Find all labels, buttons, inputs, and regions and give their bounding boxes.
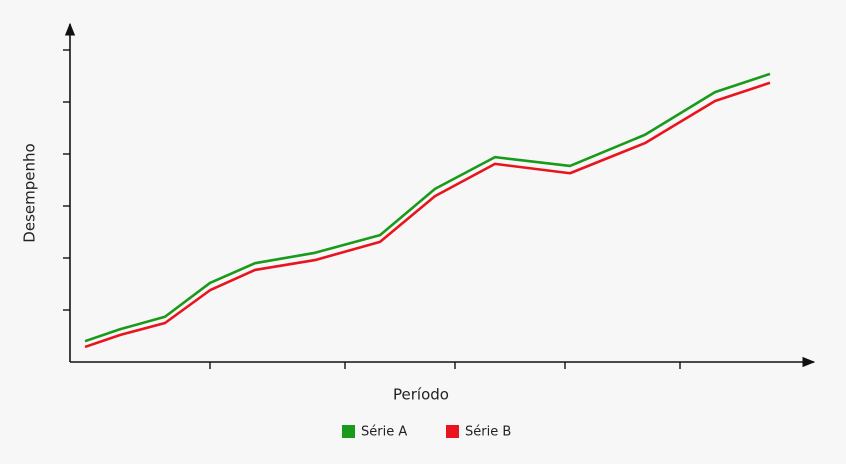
x-axis-label: Período [393,386,449,404]
legend-label: Série A [361,425,407,440]
legend-label: Série B [465,425,511,440]
y-axis-label: Desempenho [21,143,39,242]
legend-swatch [446,425,459,438]
series-line [84,81,771,349]
series-line [84,72,771,343]
legend-swatch [342,425,355,438]
